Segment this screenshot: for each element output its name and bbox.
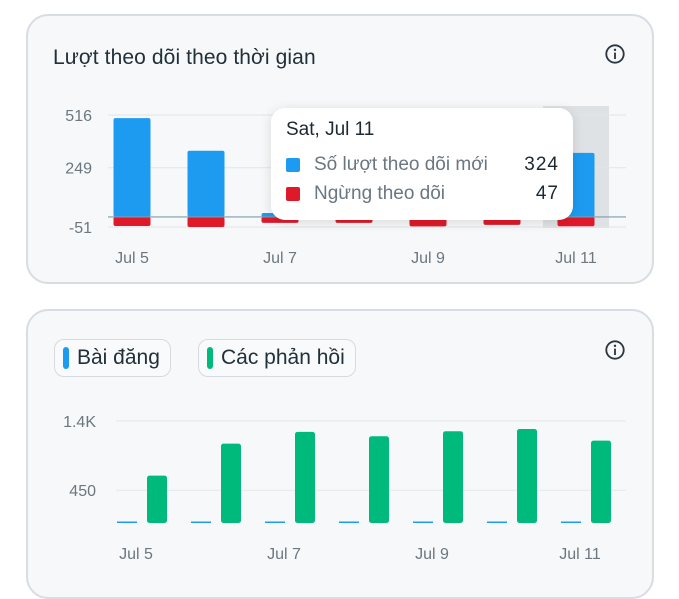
bar-new-followers [113,118,151,217]
bar-replies [221,443,241,523]
tooltip-value: 47 [535,183,559,204]
x-tick-label: Jul 7 [267,546,301,563]
x-tick-label: Jul 7 [263,250,297,267]
x-tick-label: Jul 11 [559,546,601,563]
bar-replies [369,436,389,523]
y-tick-label: 249 [65,161,92,178]
bar-replies [591,440,611,523]
tooltip-swatch [286,158,300,172]
legend-label: Bài đăng [77,346,160,369]
bar-replies [147,475,167,523]
legend-posts[interactable]: Bài đăng [54,339,171,377]
tooltip-title: Sat, Jul 11 [286,119,375,140]
bar-posts [487,521,507,523]
legend-replies[interactable]: Các phản hồi [198,339,356,377]
tooltip-swatch [286,187,300,201]
legend-swatch [63,347,69,369]
x-tick-label: Jul 5 [115,250,149,267]
followers-card: Lượt theo dõi theo thời gian 516 249 -51 Ju… [26,14,654,284]
posts-replies-card: Bài đăng Các phản hồi 1.4K 450 Jul 5 Jul 7 J… [26,309,654,599]
x-tick-label: Jul 5 [119,546,153,563]
bar-posts [561,521,581,523]
bar-posts [413,521,433,523]
tooltip-label: Ngừng theo dõi [314,183,446,204]
x-tick-label: Jul 11 [555,250,597,267]
bar-posts [191,521,211,523]
tooltip-row-new-followers: Số lượt theo dõi mới 324 [286,152,559,178]
x-tick-label: Jul 9 [411,250,445,267]
info-circle-icon[interactable] [604,43,626,65]
info-circle-icon[interactable] [604,339,626,361]
bar-posts [339,521,359,523]
y-tick-label: -51 [69,220,92,237]
bar-unfollows [113,216,151,227]
bar-replies [517,429,537,523]
card-title: Lượt theo dõi theo thời gian [53,46,316,69]
tooltip-row-unfollows: Ngừng theo dõi 47 [286,181,559,207]
y-tick-label: 1.4K [63,414,96,431]
bar-replies [295,431,315,523]
bar-unfollows [557,216,595,227]
y-tick-label: 516 [65,108,92,125]
bar-posts [117,521,137,523]
tooltip-label: Số lượt theo dõi mới [314,154,488,175]
bar-replies [443,431,463,523]
legend-label: Các phản hồi [221,346,345,369]
bar-posts [265,521,285,523]
bar-new-followers [187,150,225,217]
y-tick-label: 450 [69,483,96,500]
bar-unfollows [187,216,225,227]
legend-swatch [207,347,213,369]
posts-replies-chart: 1.4K 450 Jul 5 Jul 7 Jul 9 Jul 11 [63,414,626,563]
x-tick-label: Jul 9 [415,546,449,563]
tooltip-value: 324 [524,154,559,175]
chart-tooltip: Sat, Jul 11 Số lượt theo dõi mới 324 Ngừ… [271,108,573,220]
